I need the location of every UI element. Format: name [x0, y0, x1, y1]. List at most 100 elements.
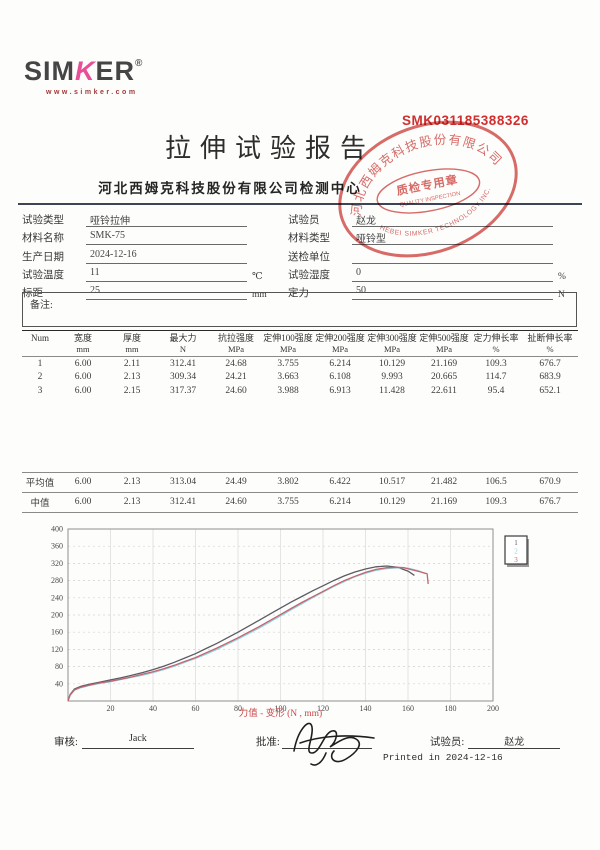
field-value: 0 [352, 267, 553, 282]
table-row: 3 6.00 2.15 317.37 24.60 3.988 6.913 11.428 22.6… [22, 384, 578, 398]
table-stats: 平均值 6.00 2.13 313.04 24.49 3.802 6.422 10.517 21… [22, 471, 578, 513]
column-header: 抗拉强度 MPa [217, 333, 254, 354]
table-cell: 21.169 [430, 497, 458, 507]
remarks-box: 备注: [22, 292, 577, 327]
force-displacement-chart: 20 40 60 80 100 120 140 160 180 200 40 80 120 160 200 2… [51, 525, 529, 719]
tester-label: 试验员: [429, 737, 465, 748]
logo-k-glyph: K [75, 56, 96, 86]
legend-entry: 2 [514, 548, 518, 556]
form-row: 生产日期 2024-12-16 [22, 245, 272, 264]
table-cell: 3 [37, 385, 43, 396]
table-cell: 2 [37, 372, 43, 383]
y-tick-label: 80 [55, 662, 63, 671]
curve-series-2 [67, 567, 426, 702]
column-header: 宽度 mm [73, 333, 92, 354]
table-cell: 1 [37, 358, 43, 369]
y-tick-label: 40 [55, 679, 63, 688]
table-cell: 3.755 [277, 358, 299, 369]
table-cell: 109.3 [485, 497, 507, 507]
field-value: 50 [352, 285, 553, 300]
table-cell: 11.428 [379, 385, 405, 396]
review-label: 审核: [54, 737, 78, 748]
form-row: 送检单位 [288, 245, 578, 264]
field-value: 25 [86, 285, 247, 300]
logo-url: www.simker.com [46, 89, 138, 96]
table-cell: 652.1 [539, 385, 561, 396]
field-value: SMK-75 [86, 230, 247, 246]
form-row: 定力 50 N [288, 282, 578, 300]
y-tick-label: 160 [51, 628, 63, 637]
remarks-label: 备注: [30, 300, 53, 311]
form-row: 材料名称 SMK-75 [22, 227, 272, 246]
field-value: 赵龙 [352, 212, 553, 228]
x-tick-label: 40 [149, 704, 157, 713]
table-cell: 24.68 [225, 358, 247, 369]
curve-series-1 [67, 565, 415, 702]
table-cell: 3.802 [277, 477, 299, 487]
column-header: 最大力 N [169, 333, 197, 354]
table-cell: 6.214 [329, 358, 351, 369]
x-tick-label: 20 [107, 704, 115, 713]
table-cell: 312.41 [169, 497, 197, 507]
table-row: 2 6.00 2.13 309.34 24.21 3.663 6.108 9.993 20.66… [22, 371, 578, 385]
table-cell: 20.665 [430, 372, 458, 383]
table-cell: 309.34 [169, 372, 197, 383]
x-tick-label: 60 [192, 704, 200, 713]
table-cell: 683.9 [539, 372, 561, 383]
table-cell: 109.3 [485, 358, 507, 369]
form-row: 试验温度 11 ℃ [22, 264, 272, 282]
legend-entry: 3 [514, 556, 518, 564]
table-cell: 6.00 [74, 372, 92, 383]
table-row: 平均值 6.00 2.13 313.04 24.49 3.802 6.422 10.517 21… [22, 471, 578, 492]
field-value: 11 [86, 267, 247, 282]
column-header: 定伸300强度 MPa [367, 333, 417, 354]
report-subtitle: 河北西姆克科技股份有限公司检测中心 [98, 181, 362, 196]
printed-date: Printed in 2024-12-16 [383, 752, 503, 763]
table-cell: 中值 [30, 499, 50, 509]
field-label: 试验温度 [22, 269, 64, 281]
approve-line [281, 733, 372, 749]
chart-legend [504, 535, 528, 565]
report-title: 拉伸试验报告 [164, 134, 375, 163]
serial-number: SMK031185388326 [402, 113, 529, 128]
table-cell: 106.5 [485, 477, 507, 487]
column-header: 定伸200强度 MPa [315, 333, 365, 354]
y-tick-label: 240 [51, 593, 63, 602]
review-value: Jack [81, 733, 194, 749]
field-label: 试验湿度 [288, 269, 330, 281]
review-group: 审核: Jack [54, 733, 194, 749]
table-cell: 313.04 [169, 477, 197, 487]
table-cell: 2.13 [123, 497, 141, 507]
y-tick-label: 200 [51, 611, 63, 620]
test-info-form: 试验类型 哑铃拉伸 材料名称 SMK-75 生产日期 2024-12-16 试验温度 11 ℃ 标… [22, 209, 578, 300]
table-cell: 24.21 [225, 372, 247, 383]
logo: SIMKER® www.simker.com [24, 56, 143, 96]
field-label: 送检单位 [288, 251, 330, 263]
x-tick-label: 120 [317, 704, 329, 713]
table-spacer [22, 398, 578, 472]
table-row: 中值 6.00 2.13 312.41 24.60 3.755 6.214 10.129 21.… [22, 491, 578, 513]
field-unit: ℃ [252, 271, 263, 282]
field-value: 哑铃拉伸 [86, 212, 247, 228]
form-row: 试验类型 哑铃拉伸 [22, 209, 272, 228]
table-cell: 317.37 [169, 385, 197, 396]
table-cell: 10.129 [378, 497, 406, 507]
table-cell: 10.517 [378, 477, 406, 487]
results-table: Num 宽度 mm 厚度 mm 最大力 N 抗拉强度 MPa 定伸100强度 MPa 定伸200强度 M… [22, 330, 578, 513]
x-tick-label: 80 [234, 704, 242, 713]
logo-wordmark: SIMKER® [24, 56, 144, 86]
curve-series-3 [67, 566, 429, 702]
table-cell: 3.755 [277, 497, 299, 507]
table-cell: 平均值 [25, 479, 55, 489]
table-row: 1 6.00 2.11 312.41 24.68 3.755 6.214 10.129 21.1… [22, 357, 578, 371]
table-cell: 2.11 [123, 358, 141, 369]
table-cell: 6.214 [329, 497, 351, 507]
x-tick-label: 100 [275, 704, 287, 713]
column-header: 定伸500强度 MPa [419, 333, 469, 354]
table-cell: 3.663 [277, 372, 299, 383]
table-cell: 312.41 [169, 358, 197, 369]
table-cell: 2.13 [123, 372, 141, 383]
column-header: 厚度 mm [122, 333, 141, 354]
field-unit: mm [252, 289, 267, 300]
field-label: 标距 [22, 287, 43, 299]
